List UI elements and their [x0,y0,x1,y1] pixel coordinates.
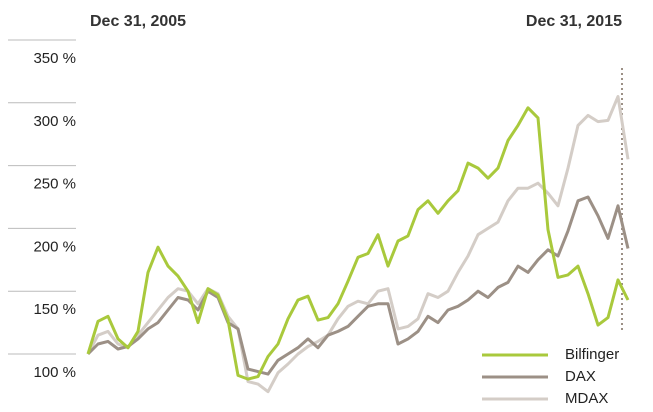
legend-label: Bilfinger [565,346,619,363]
y-tick-label: 250 % [33,176,76,193]
x-tick-label: Dec 31, 2015 [526,13,622,30]
y-tick-label: 200 % [33,238,76,255]
y-tick-label: 150 % [33,301,76,318]
x-tick-label: Dec 31, 2005 [90,13,186,30]
series-line [86,106,630,381]
legend-label: MDAX [565,390,608,407]
legend-label: DAX [565,368,596,385]
series-line [86,95,630,394]
series-line [86,195,630,376]
y-tick-label: 300 % [33,113,76,130]
y-tick-label: 100 % [33,364,76,381]
y-tick-label: 350 % [33,50,76,67]
